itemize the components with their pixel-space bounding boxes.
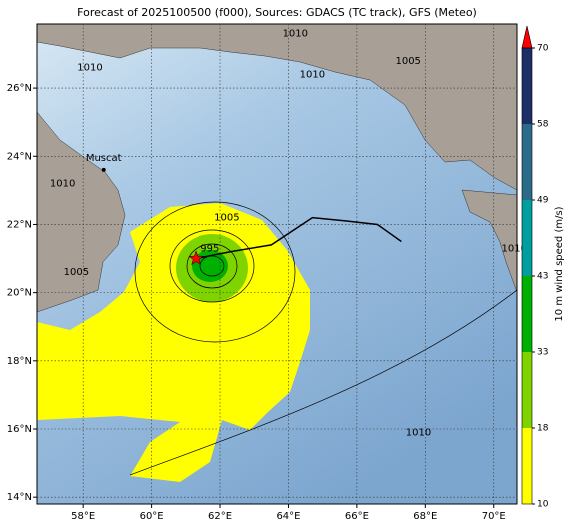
x-tick-label: 68°E (413, 511, 437, 522)
isobar-label: 1010 (77, 63, 102, 74)
colorbar-tick-label: 49 (537, 196, 549, 206)
colorbar-segment (522, 276, 532, 352)
colorbar-segment (522, 48, 532, 124)
colorbar-label: 10 m wind speed (m/s) (554, 206, 565, 321)
x-tick-label: 58°E (71, 511, 95, 522)
y-tick-label: 18°N (7, 356, 32, 367)
storm-center (188, 250, 204, 266)
colorbar-segment (522, 124, 532, 200)
x-tick-label: 62°E (208, 511, 232, 522)
y-tick-label: 20°N (7, 288, 32, 299)
colorbar-segment (522, 352, 532, 428)
x-tick-label: 64°E (276, 511, 300, 522)
colorbar-segment (522, 428, 532, 504)
isobar-label: 995 (200, 243, 219, 254)
x-tick-label: 66°E (345, 511, 369, 522)
isobar-label: 1010 (283, 29, 308, 40)
isobar-label: 1010 (502, 243, 527, 254)
y-tick-label: 22°N (7, 219, 32, 230)
isobar-label: 1010 (406, 427, 431, 438)
map (37, 24, 517, 504)
isobar-label: 1005 (214, 213, 239, 224)
x-tick-label: 60°E (140, 511, 164, 522)
land (37, 111, 126, 313)
isobar-label: 1005 (64, 267, 89, 278)
colorbar-extend (521, 25, 533, 49)
colorbar-tick-label: 18 (537, 424, 549, 434)
colorbar-segment (522, 200, 532, 276)
isobar-label: 1010 (50, 179, 75, 190)
x-tick-label: 70°E (482, 511, 506, 522)
colorbar-tick-label: 10 (537, 500, 549, 510)
colorbar-tick-label: 70 (537, 44, 549, 54)
place-marker (101, 167, 106, 172)
place-label: Muscat (86, 153, 122, 164)
isobar-label: 1005 (395, 56, 420, 67)
colorbar-tick-label: 58 (537, 120, 549, 130)
colorbar-tick-label: 43 (537, 272, 548, 282)
y-tick-label: 14°N (7, 492, 32, 503)
y-tick-label: 16°N (7, 424, 32, 435)
y-tick-label: 26°N (7, 83, 32, 94)
track (195, 216, 402, 260)
land (461, 189, 517, 293)
isobar-label: 1010 (300, 69, 325, 80)
chart-title: Forecast of 2025100500 (f000), Sources: … (77, 6, 477, 19)
y-tick-label: 24°N (7, 151, 32, 162)
colorbar-tick-label: 33 (537, 348, 548, 358)
frame (36, 23, 518, 505)
land (37, 24, 517, 191)
